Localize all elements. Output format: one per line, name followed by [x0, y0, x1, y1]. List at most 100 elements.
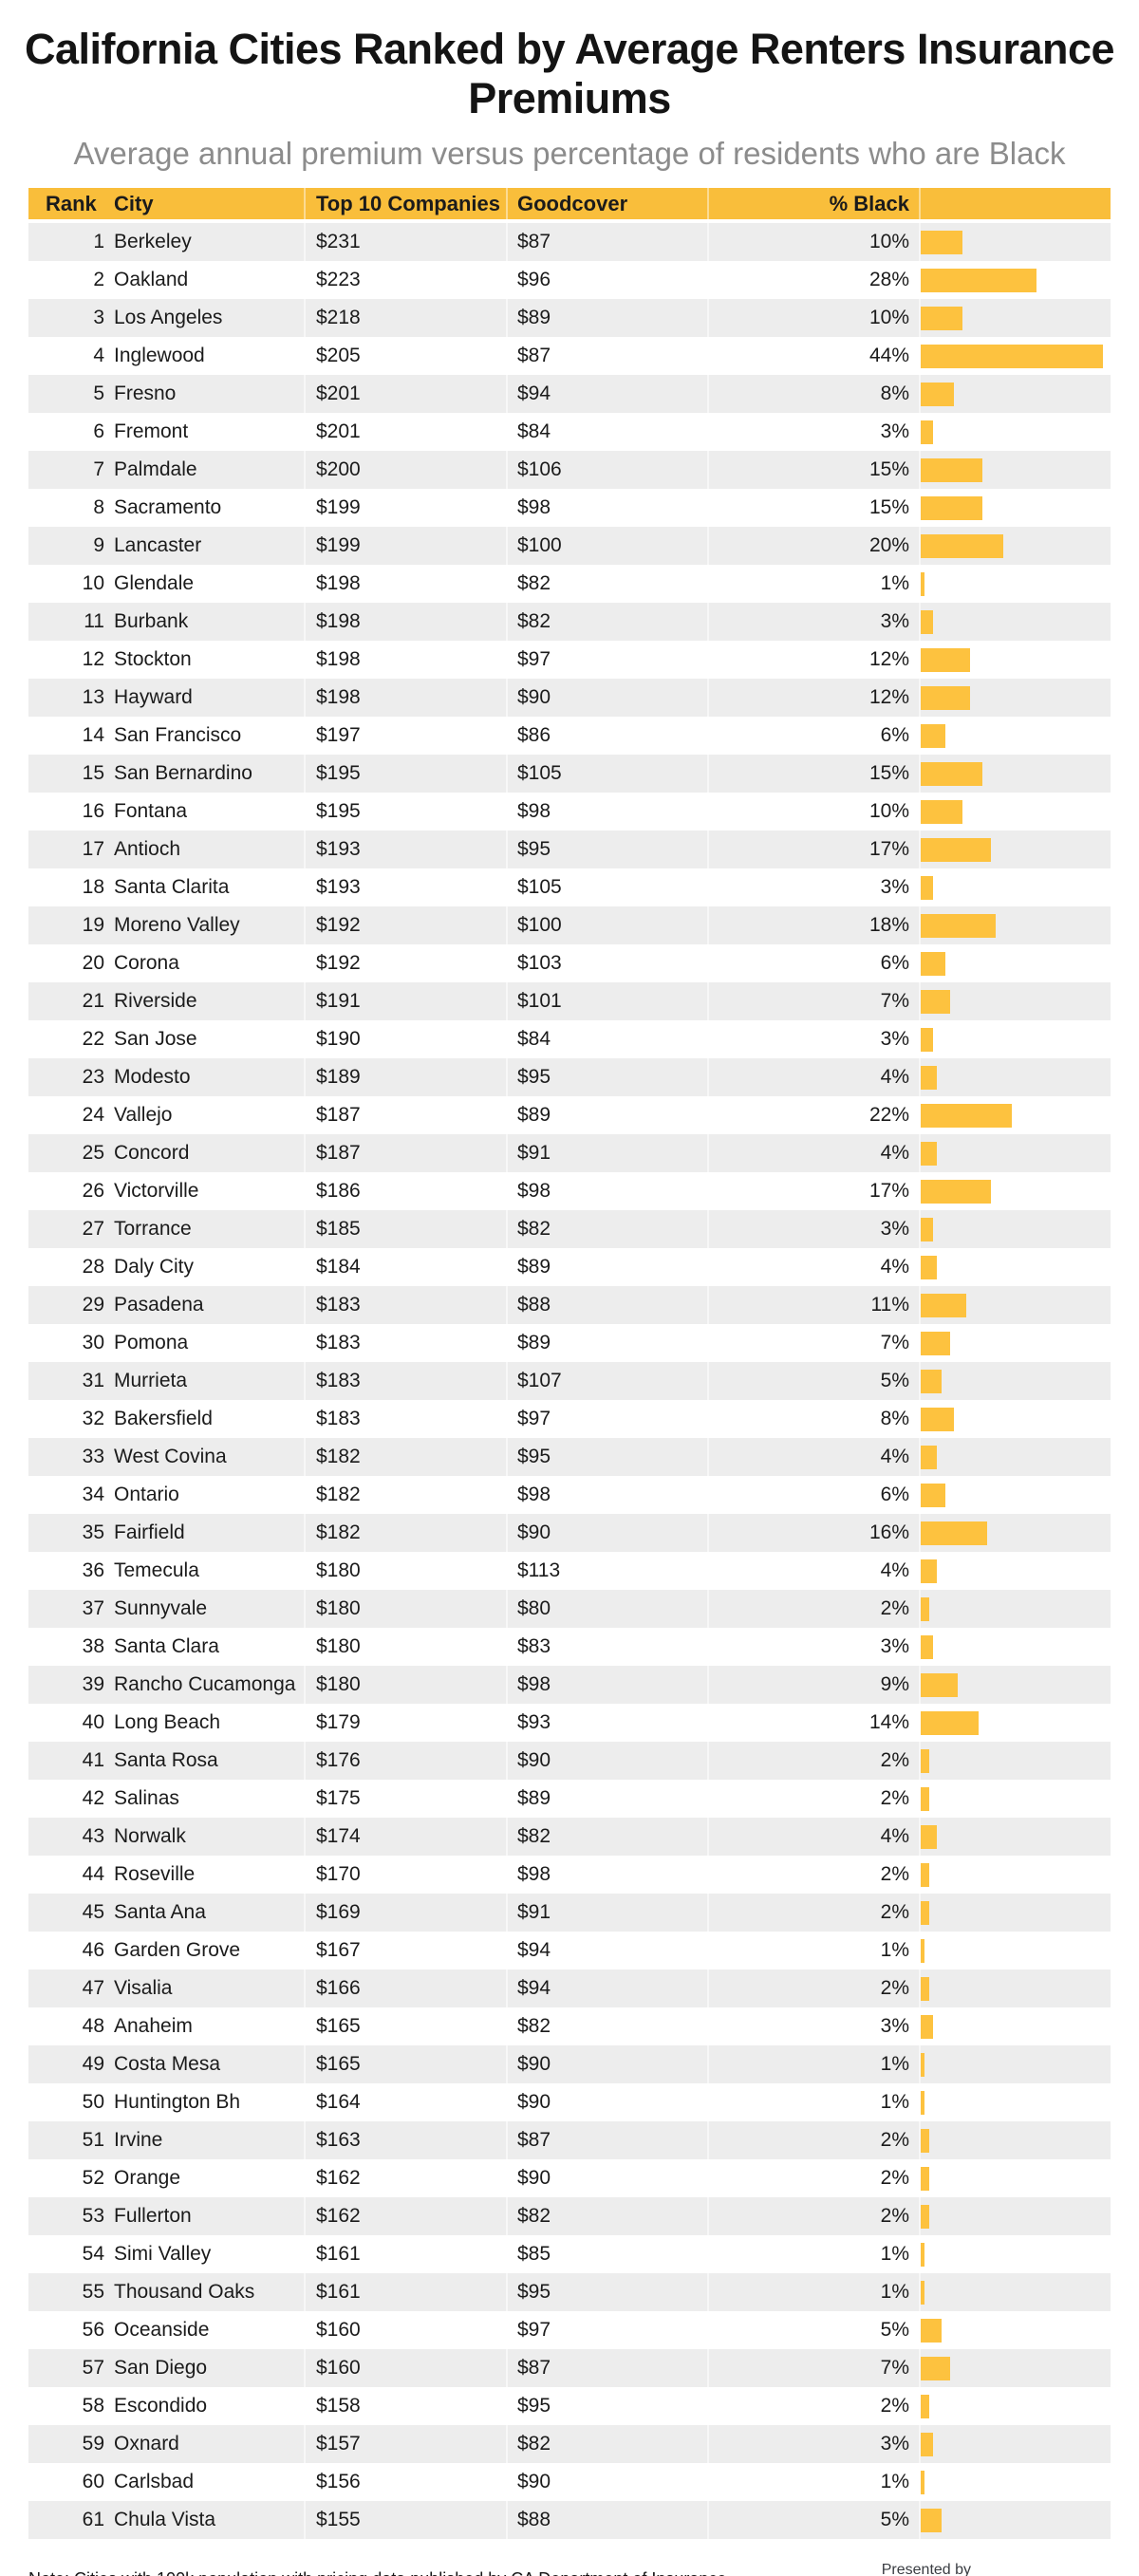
pct-black-cell: 4%: [707, 1134, 919, 1172]
pct-black-cell: 4%: [707, 1438, 919, 1476]
table-row: 43 Norwalk $174 $82 4%: [28, 1818, 1111, 1856]
pct-black-cell: 3%: [707, 868, 919, 906]
pct-black-cell: 3%: [707, 2425, 919, 2463]
pct-black-bar: [921, 1407, 954, 1431]
pct-black-bar-cell: [919, 2349, 1111, 2387]
goodcover-cell: $87: [506, 2121, 707, 2159]
goodcover-cell: $95: [506, 831, 707, 868]
rank-cell: 39: [82, 1673, 104, 1695]
table-row: 11 Burbank $198 $82 3%: [28, 603, 1111, 641]
pct-black-bar: [921, 533, 1004, 558]
page-title: California Cities Ranked by Average Rent…: [24, 25, 1115, 122]
table-row: 19 Moreno Valley $192 $100 18%: [28, 906, 1111, 944]
pct-black-bar: [921, 1824, 938, 1849]
pct-black-cell: 2%: [707, 2121, 919, 2159]
pct-black-cell: 2%: [707, 2159, 919, 2197]
pct-black-bar-cell: [919, 1628, 1111, 1666]
pct-black-cell: 3%: [707, 1020, 919, 1058]
rank-cell: 9: [93, 534, 104, 556]
table-row: 58 Escondido $158 $95 2%: [28, 2387, 1111, 2425]
goodcover-cell: $91: [506, 1134, 707, 1172]
goodcover-cell: $87: [506, 337, 707, 375]
pct-black-bar: [921, 609, 934, 634]
pct-black-bar-cell: [919, 1704, 1111, 1742]
city-cell: San Bernardino: [114, 762, 252, 784]
goodcover-cell: $90: [506, 2463, 707, 2501]
pct-black-bar: [921, 230, 962, 254]
pct-black-cell: 4%: [707, 1552, 919, 1590]
city-cell: Long Beach: [114, 1711, 221, 1733]
top10-companies-cell: $164: [304, 2083, 506, 2121]
pct-black-cell: 18%: [707, 906, 919, 944]
goodcover-cell: $82: [506, 2425, 707, 2463]
rank-cell: 49: [82, 2053, 104, 2075]
pct-black-bar-cell: [919, 1666, 1111, 1704]
pct-black-bar-cell: [919, 831, 1111, 868]
city-cell: Moreno Valley: [114, 914, 240, 936]
pct-black-cell: 4%: [707, 1248, 919, 1286]
pct-black-bar: [921, 2508, 942, 2532]
goodcover-cell: $90: [506, 1742, 707, 1780]
pct-black-bar: [921, 1521, 987, 1545]
goodcover-cell: $103: [506, 944, 707, 982]
pct-black-bar: [921, 2470, 925, 2494]
pct-black-bar: [921, 1559, 938, 1583]
goodcover-cell: $87: [506, 223, 707, 261]
pct-black-bar: [921, 1369, 942, 1393]
goodcover-cell: $89: [506, 1248, 707, 1286]
top10-companies-cell: $189: [304, 1058, 506, 1096]
pct-black-cell: 2%: [707, 1856, 919, 1894]
pct-black-bar: [921, 837, 992, 862]
pct-black-bar: [921, 2432, 934, 2456]
rank-cell: 25: [82, 1142, 104, 1164]
city-cell: Carlsbad: [114, 2471, 195, 2492]
pct-black-cell: 1%: [707, 2463, 919, 2501]
top10-companies-cell: $183: [304, 1400, 506, 1438]
pct-black-cell: 4%: [707, 1058, 919, 1096]
table-row: 33 West Covina $182 $95 4%: [28, 1438, 1111, 1476]
top10-companies-cell: $175: [304, 1780, 506, 1818]
col-header-rank: Rank: [46, 191, 97, 215]
pct-black-bar-cell: [919, 1134, 1111, 1172]
rank-cell: 37: [82, 1597, 104, 1619]
pct-black-cell: 2%: [707, 1780, 919, 1818]
pct-black-bar-cell: [919, 337, 1111, 375]
pct-black-bar: [921, 1445, 938, 1469]
pct-black-bar-cell: [919, 2007, 1111, 2045]
rank-cell: 59: [82, 2433, 104, 2455]
pct-black-bar: [921, 420, 934, 444]
goodcover-cell: $89: [506, 1324, 707, 1362]
rank-cell: 41: [82, 1749, 104, 1771]
city-cell: Thousand Oaks: [114, 2281, 255, 2303]
pct-black-cell: 3%: [707, 603, 919, 641]
table-row: 2 Oakland $223 $96 28%: [28, 261, 1111, 299]
rank-cell: 16: [82, 800, 104, 822]
pct-black-cell: 16%: [707, 1514, 919, 1552]
table-row: 55 Thousand Oaks $161 $95 1%: [28, 2273, 1111, 2311]
table-row: 44 Roseville $170 $98 2%: [28, 1856, 1111, 1894]
top10-companies-cell: $162: [304, 2159, 506, 2197]
city-cell: Vallejo: [114, 1104, 173, 1126]
table-row: 38 Santa Clara $180 $83 3%: [28, 1628, 1111, 1666]
rank-cell: 1: [93, 231, 104, 252]
rank-cell: 56: [82, 2319, 104, 2341]
pct-black-cell: 3%: [707, 413, 919, 451]
top10-companies-cell: $186: [304, 1172, 506, 1210]
city-cell: Huntington Bh: [114, 2091, 241, 2113]
pct-black-bar-cell: [919, 2083, 1111, 2121]
table-row: 42 Salinas $175 $89 2%: [28, 1780, 1111, 1818]
rank-cell: 24: [82, 1104, 104, 1126]
table-row: 51 Irvine $163 $87 2%: [28, 2121, 1111, 2159]
pct-black-bar-cell: [919, 451, 1111, 489]
pct-black-bar: [921, 2090, 925, 2115]
top10-companies-cell: $180: [304, 1666, 506, 1704]
pct-black-bar: [921, 457, 983, 482]
goodcover-cell: $89: [506, 1096, 707, 1134]
rank-cell: 40: [82, 1711, 104, 1733]
goodcover-cell: $105: [506, 868, 707, 906]
pct-black-bar-cell: [919, 1210, 1111, 1248]
pct-black-bar: [921, 1483, 946, 1507]
pct-black-cell: 1%: [707, 2273, 919, 2311]
top10-companies-cell: $167: [304, 1932, 506, 1969]
goodcover-cell: $82: [506, 565, 707, 603]
